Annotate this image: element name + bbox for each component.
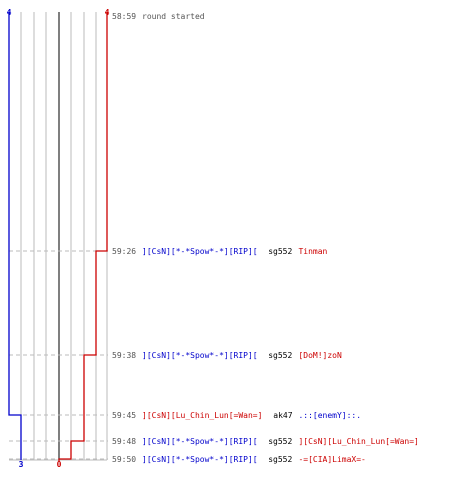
event-labels: 59:26 ][CsN][*-*Spow*-*][RIP][ sg552 Tinman… <box>112 247 419 464</box>
event-victim: Tinman <box>298 247 327 256</box>
event-weapon: sg552 <box>268 351 292 360</box>
event-weapon: sg552 <box>268 247 292 256</box>
red-end-score: 0 <box>57 460 62 469</box>
team-lines <box>8 12 108 462</box>
event-victim: ][CsN][Lu_Chin_Lun[=Wan=] <box>298 437 418 446</box>
event-killer: ][CsN][Lu_Chin_Lun[=Wan=] <box>142 411 262 420</box>
event-weapon: sg552 <box>268 455 292 464</box>
event-time: 59:26 <box>112 247 136 256</box>
event-victim: [DoM!]zoN <box>298 351 342 360</box>
event-time: 59:48 <box>112 437 136 446</box>
event-weapon: sg552 <box>268 437 292 446</box>
event-killer: ][CsN][*-*Spow*-*][RIP][ <box>142 247 258 256</box>
player-grid <box>9 12 108 461</box>
red-team-line <box>58 12 108 462</box>
event-killer: ][CsN][*-*Spow*-*][RIP][ <box>142 437 258 446</box>
event-killer: ][CsN][*-*Spow*-*][RIP][ <box>142 455 258 464</box>
round-start-text: round started <box>142 12 205 21</box>
event-time: 59:45 <box>112 411 136 420</box>
blue-end-score: 3 <box>19 460 24 469</box>
blue-start-score: 4 <box>7 8 12 17</box>
event-killer: ][CsN][*-*Spow*-*][RIP][ <box>142 351 258 360</box>
round-start-time: 58:59 <box>112 12 136 21</box>
event-time: 59:38 <box>112 351 136 360</box>
event-weapon: ak47 <box>273 411 292 420</box>
event-victim: -=[CIA]LimaX=- <box>298 455 365 464</box>
red-start-score: 4 <box>105 8 110 17</box>
event-time: 59:50 <box>112 455 136 464</box>
blue-team-line <box>8 12 22 460</box>
event-victim: .::[enemY]::. <box>298 411 361 420</box>
